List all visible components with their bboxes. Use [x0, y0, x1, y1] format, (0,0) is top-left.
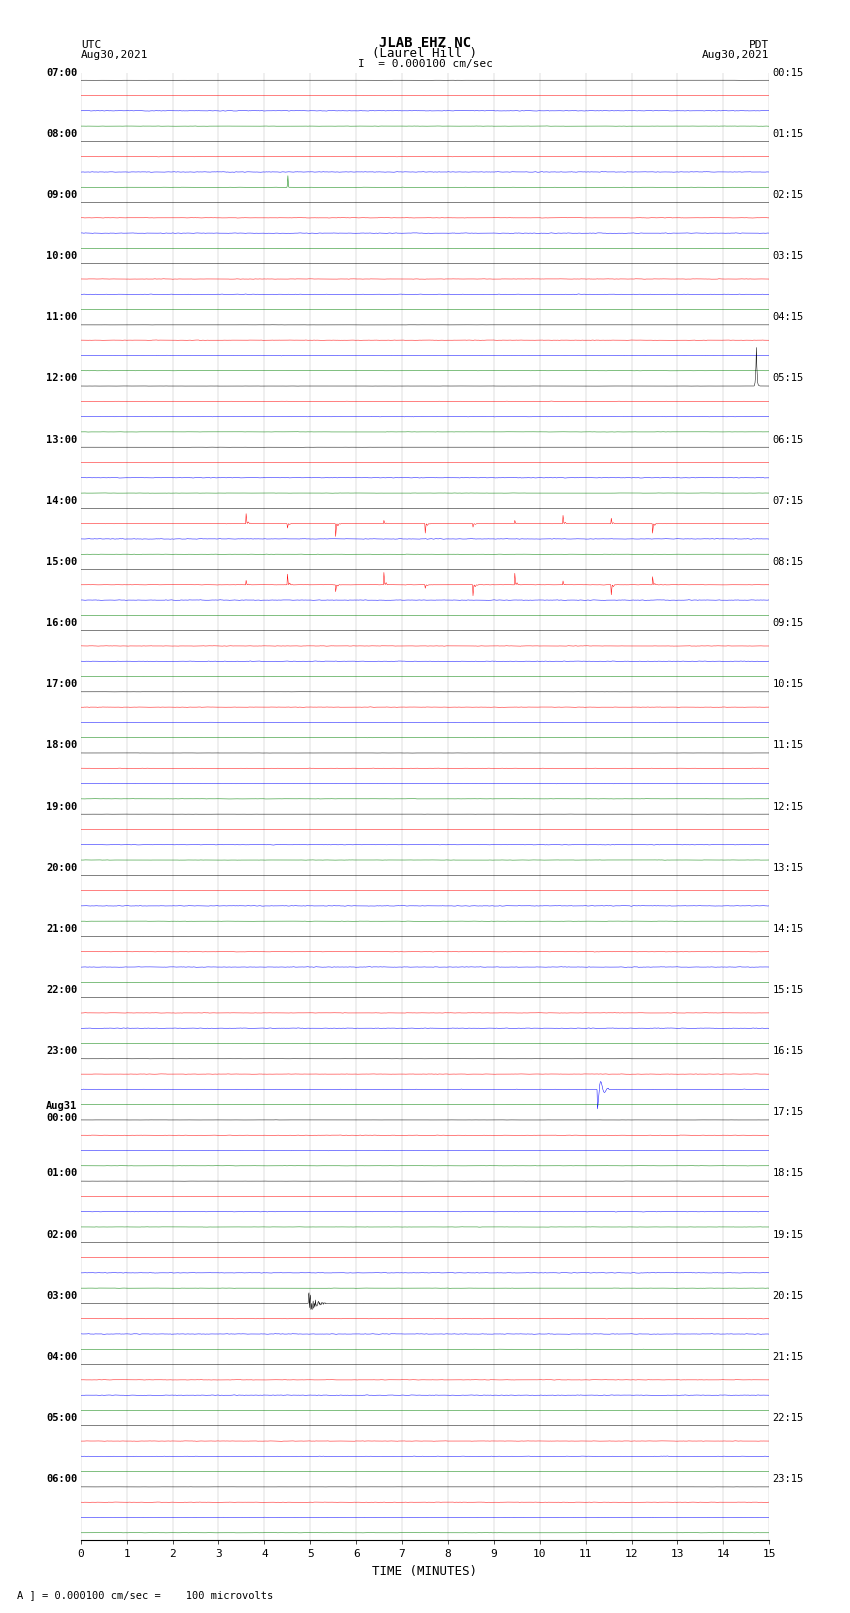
Text: 17:00: 17:00 [46, 679, 77, 689]
Text: 18:00: 18:00 [46, 740, 77, 750]
Text: 09:15: 09:15 [773, 618, 804, 627]
Text: 06:15: 06:15 [773, 434, 804, 445]
Text: 08:15: 08:15 [773, 556, 804, 566]
Text: 12:15: 12:15 [773, 802, 804, 811]
Text: 10:15: 10:15 [773, 679, 804, 689]
Text: 19:15: 19:15 [773, 1229, 804, 1240]
Text: 00:15: 00:15 [773, 68, 804, 77]
Text: (Laurel Hill ): (Laurel Hill ) [372, 47, 478, 60]
Text: Aug30,2021: Aug30,2021 [702, 50, 769, 60]
Text: 21:00: 21:00 [46, 924, 77, 934]
Text: 05:00: 05:00 [46, 1413, 77, 1423]
Text: 04:15: 04:15 [773, 313, 804, 323]
Text: 20:00: 20:00 [46, 863, 77, 873]
Text: 14:00: 14:00 [46, 495, 77, 506]
Text: 16:00: 16:00 [46, 618, 77, 627]
Text: 02:15: 02:15 [773, 190, 804, 200]
Text: 13:15: 13:15 [773, 863, 804, 873]
Text: 22:00: 22:00 [46, 986, 77, 995]
Text: 23:15: 23:15 [773, 1474, 804, 1484]
Text: 17:15: 17:15 [773, 1107, 804, 1118]
Text: 22:15: 22:15 [773, 1413, 804, 1423]
Text: 16:15: 16:15 [773, 1047, 804, 1057]
Text: 15:00: 15:00 [46, 556, 77, 566]
Text: 03:00: 03:00 [46, 1290, 77, 1300]
X-axis label: TIME (MINUTES): TIME (MINUTES) [372, 1565, 478, 1578]
Text: 14:15: 14:15 [773, 924, 804, 934]
Text: 23:00: 23:00 [46, 1047, 77, 1057]
Text: 01:15: 01:15 [773, 129, 804, 139]
Text: 02:00: 02:00 [46, 1229, 77, 1240]
Text: 12:00: 12:00 [46, 373, 77, 384]
Text: 04:00: 04:00 [46, 1352, 77, 1361]
Text: UTC: UTC [81, 40, 101, 50]
Text: PDT: PDT [749, 40, 769, 50]
Text: Aug30,2021: Aug30,2021 [81, 50, 148, 60]
Text: 20:15: 20:15 [773, 1290, 804, 1300]
Text: 09:00: 09:00 [46, 190, 77, 200]
Text: A ] = 0.000100 cm/sec =    100 microvolts: A ] = 0.000100 cm/sec = 100 microvolts [17, 1590, 273, 1600]
Text: 19:00: 19:00 [46, 802, 77, 811]
Text: 07:15: 07:15 [773, 495, 804, 506]
Text: 05:15: 05:15 [773, 373, 804, 384]
Text: 01:00: 01:00 [46, 1168, 77, 1179]
Text: 07:00: 07:00 [46, 68, 77, 77]
Text: 11:15: 11:15 [773, 740, 804, 750]
Text: 21:15: 21:15 [773, 1352, 804, 1361]
Text: 10:00: 10:00 [46, 252, 77, 261]
Text: 13:00: 13:00 [46, 434, 77, 445]
Text: I  = 0.000100 cm/sec: I = 0.000100 cm/sec [358, 60, 492, 69]
Text: 15:15: 15:15 [773, 986, 804, 995]
Text: 08:00: 08:00 [46, 129, 77, 139]
Text: JLAB EHZ NC: JLAB EHZ NC [379, 35, 471, 50]
Text: 03:15: 03:15 [773, 252, 804, 261]
Text: 11:00: 11:00 [46, 313, 77, 323]
Text: 18:15: 18:15 [773, 1168, 804, 1179]
Text: Aug31
00:00: Aug31 00:00 [46, 1102, 77, 1123]
Text: 06:00: 06:00 [46, 1474, 77, 1484]
